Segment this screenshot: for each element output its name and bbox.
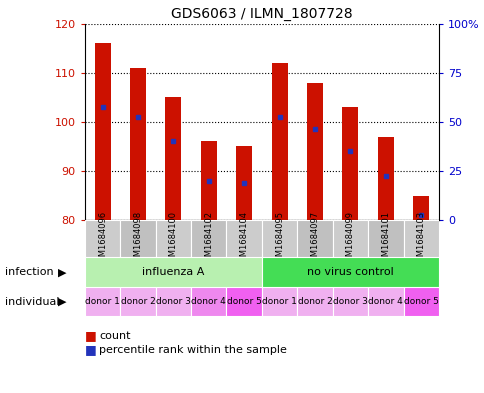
Text: GSM1684097: GSM1684097 (310, 211, 319, 267)
Text: GSM1684103: GSM1684103 (416, 211, 425, 267)
FancyBboxPatch shape (120, 287, 155, 316)
Text: donor 3: donor 3 (333, 297, 367, 306)
Text: GSM1684104: GSM1684104 (239, 211, 248, 267)
Text: donor 1: donor 1 (262, 297, 296, 306)
FancyBboxPatch shape (85, 257, 261, 287)
Text: donor 1: donor 1 (85, 297, 120, 306)
Text: donor 2: donor 2 (297, 297, 332, 306)
Bar (306, 83, 322, 220)
Text: ▶: ▶ (58, 297, 67, 307)
Text: percentile rank within the sample: percentile rank within the sample (99, 345, 287, 355)
Text: GSM1684102: GSM1684102 (204, 211, 213, 267)
FancyBboxPatch shape (297, 287, 332, 316)
Text: ■: ■ (85, 343, 96, 356)
Text: GSM1684095: GSM1684095 (274, 211, 284, 267)
FancyBboxPatch shape (261, 287, 297, 316)
Bar (342, 107, 358, 220)
Text: GSM1684099: GSM1684099 (345, 211, 354, 267)
FancyBboxPatch shape (403, 287, 438, 316)
Bar (236, 146, 252, 220)
Bar (377, 136, 393, 220)
Text: donor 4: donor 4 (368, 297, 402, 306)
Text: ▶: ▶ (58, 267, 67, 277)
Bar (271, 63, 287, 220)
FancyBboxPatch shape (191, 287, 226, 316)
FancyBboxPatch shape (367, 220, 403, 257)
Bar (165, 97, 181, 220)
Text: influenza A: influenza A (142, 267, 204, 277)
Text: infection: infection (5, 267, 53, 277)
FancyBboxPatch shape (261, 220, 297, 257)
Text: individual: individual (5, 297, 59, 307)
FancyBboxPatch shape (191, 220, 226, 257)
Text: GSM1684096: GSM1684096 (98, 211, 107, 267)
FancyBboxPatch shape (261, 257, 438, 287)
FancyBboxPatch shape (403, 220, 438, 257)
Text: count: count (99, 331, 131, 341)
Text: donor 3: donor 3 (156, 297, 190, 306)
FancyBboxPatch shape (120, 220, 155, 257)
FancyBboxPatch shape (226, 220, 261, 257)
FancyBboxPatch shape (155, 220, 191, 257)
FancyBboxPatch shape (367, 287, 403, 316)
Text: donor 2: donor 2 (121, 297, 155, 306)
Text: ■: ■ (85, 329, 96, 343)
Text: GSM1684101: GSM1684101 (380, 211, 390, 267)
Text: donor 4: donor 4 (191, 297, 226, 306)
Text: GSM1684098: GSM1684098 (133, 211, 142, 267)
Title: GDS6063 / ILMN_1807728: GDS6063 / ILMN_1807728 (171, 7, 352, 21)
FancyBboxPatch shape (332, 220, 367, 257)
FancyBboxPatch shape (297, 220, 332, 257)
Text: donor 5: donor 5 (403, 297, 438, 306)
FancyBboxPatch shape (85, 287, 120, 316)
Bar (94, 43, 110, 220)
FancyBboxPatch shape (332, 287, 367, 316)
FancyBboxPatch shape (85, 220, 120, 257)
Bar (130, 68, 146, 220)
Text: donor 5: donor 5 (227, 297, 261, 306)
Text: no virus control: no virus control (306, 267, 393, 277)
Bar (200, 141, 216, 220)
Text: GSM1684100: GSM1684100 (168, 211, 178, 267)
Bar (412, 195, 428, 220)
FancyBboxPatch shape (226, 287, 261, 316)
FancyBboxPatch shape (155, 287, 191, 316)
